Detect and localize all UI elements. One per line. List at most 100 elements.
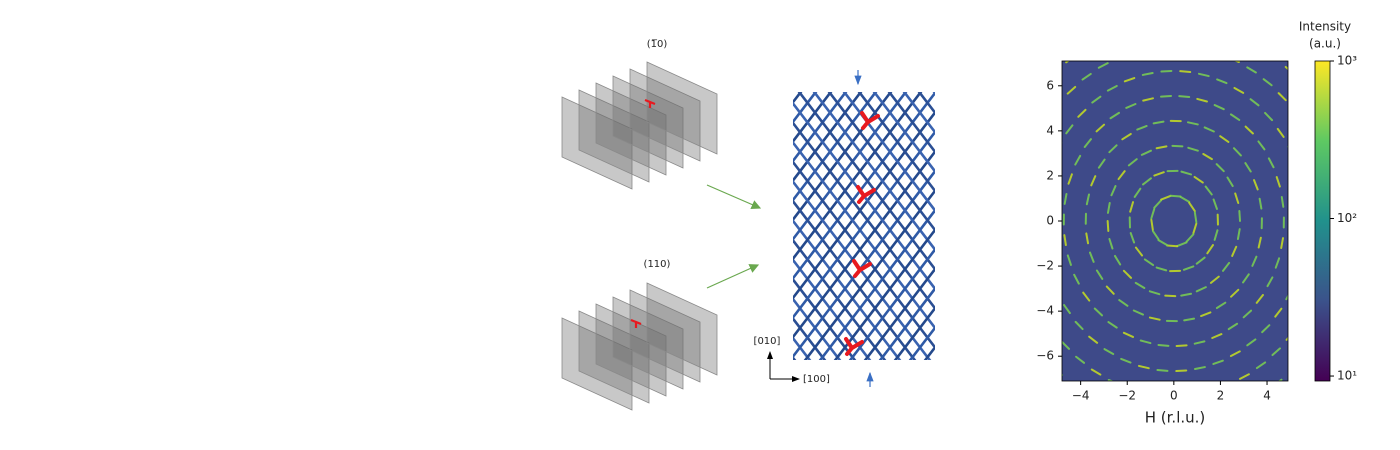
spot <box>1010 295 1014 304</box>
spot <box>1000 252 1002 262</box>
spot <box>1192 222 1198 235</box>
colorbar-tick-label: 10¹ <box>1337 369 1357 383</box>
spot <box>1164 294 1177 298</box>
spot <box>1155 145 1168 150</box>
arrow <box>706 184 762 210</box>
spot <box>1055 286 1060 295</box>
lattice-line <box>803 188 935 360</box>
lattice-line <box>793 277 857 360</box>
spot <box>1077 108 1087 118</box>
spot <box>1275 176 1281 188</box>
spot <box>1129 201 1135 213</box>
spot <box>1193 175 1204 184</box>
spot <box>1067 173 1073 185</box>
dislocation <box>644 98 656 108</box>
plane-stacks <box>561 61 718 411</box>
colorbar <box>1314 60 1331 382</box>
spot <box>1090 175 1097 187</box>
dislocation <box>860 111 880 130</box>
spot <box>1233 86 1245 94</box>
x-tick-label: −2 <box>1118 389 1136 403</box>
lattice-line <box>793 92 893 222</box>
spot <box>1134 246 1144 257</box>
spot <box>1297 166 1300 175</box>
lattice-line <box>827 92 935 233</box>
spot <box>1202 153 1213 161</box>
plane-label: (110) <box>644 259 671 270</box>
spot <box>1274 307 1283 318</box>
spot <box>1132 309 1144 316</box>
spot <box>1016 122 1021 131</box>
spot <box>1120 357 1132 364</box>
spot <box>1238 373 1250 380</box>
spot <box>1089 251 1095 263</box>
spot <box>1187 146 1199 152</box>
lattice-line <box>818 208 935 360</box>
plane-label: (1̅0) <box>647 39 668 50</box>
spot <box>1083 138 1092 148</box>
spot <box>1118 299 1129 307</box>
spot <box>1134 281 1146 289</box>
spot <box>1246 66 1257 74</box>
spot <box>1062 373 1063 377</box>
spot <box>1211 51 1221 54</box>
spot <box>1062 101 1063 103</box>
lattice-line <box>793 238 887 360</box>
spot <box>1166 244 1179 248</box>
x-tick-label: 2 <box>1217 389 1225 403</box>
spot <box>1227 322 1239 331</box>
spot <box>1169 194 1182 198</box>
x-tick-label: 4 <box>1263 389 1271 403</box>
spot <box>1255 361 1267 370</box>
spot <box>1020 200 1021 210</box>
spot <box>1271 347 1281 357</box>
spot <box>1157 21 1167 22</box>
spot <box>1091 95 1102 104</box>
spot <box>1156 369 1169 372</box>
lattice-line <box>793 130 935 320</box>
spot <box>998 230 999 240</box>
spot <box>1235 33 1244 37</box>
spot <box>1300 82 1307 89</box>
spot <box>1027 158 1030 167</box>
spot <box>1139 339 1152 345</box>
spot <box>1129 232 1136 244</box>
spot <box>1160 194 1172 201</box>
spot <box>1075 355 1086 364</box>
spot <box>1302 186 1304 196</box>
spot <box>1154 46 1164 47</box>
spot <box>1244 162 1252 173</box>
spot <box>1216 27 1226 30</box>
spot <box>1179 195 1191 203</box>
spot <box>1305 229 1306 239</box>
spot <box>1160 69 1173 73</box>
spot <box>1097 158 1106 169</box>
spot <box>1261 324 1271 334</box>
spot <box>1206 244 1214 255</box>
spot <box>1209 275 1220 284</box>
spot <box>1305 208 1306 218</box>
lattice-line <box>902 92 935 135</box>
spot <box>1110 185 1117 197</box>
x-tick-label: −4 <box>1072 389 1090 403</box>
spot <box>1257 236 1262 249</box>
spot <box>1063 234 1067 247</box>
spot <box>1009 142 1013 151</box>
spot <box>1122 413 1132 416</box>
spot <box>1074 320 1084 331</box>
lattice-line <box>842 92 935 213</box>
spot <box>1117 170 1126 181</box>
spot <box>1253 179 1259 191</box>
lattice-line <box>793 92 908 242</box>
colorbar-title: Intensity <box>1299 20 1351 34</box>
spot <box>1044 182 1046 192</box>
spot <box>1140 149 1152 156</box>
spot <box>1171 144 1184 148</box>
spot <box>1148 290 1161 296</box>
spot <box>1335 291 1339 300</box>
spot <box>1262 78 1273 87</box>
spot <box>1196 97 1208 103</box>
spot <box>1264 111 1274 122</box>
spot <box>1255 294 1264 304</box>
